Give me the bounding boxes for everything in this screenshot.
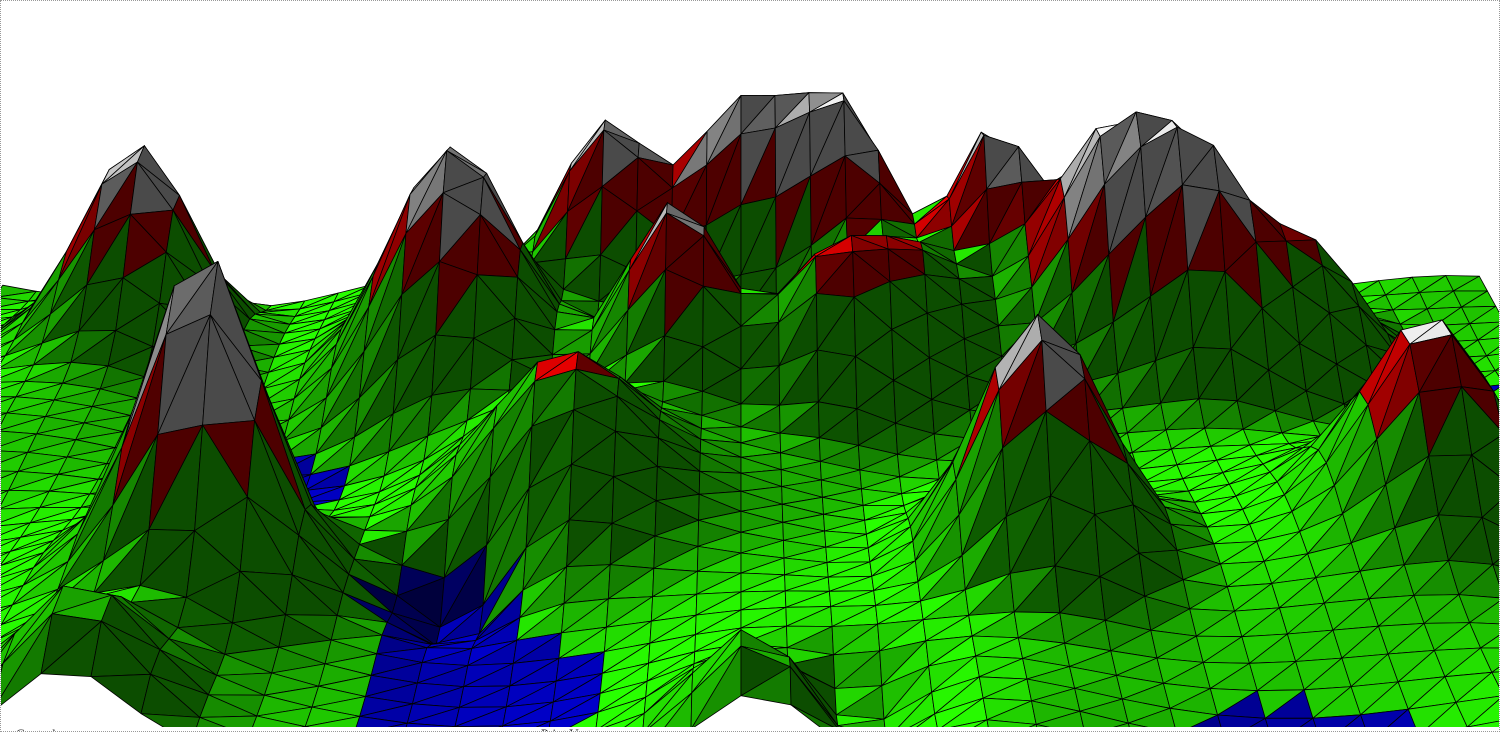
terrain-facet — [1190, 714, 1222, 727]
terrain-facet — [1480, 635, 1499, 649]
terrain-facet — [837, 725, 844, 727]
terrain-facet — [1486, 346, 1499, 357]
terrain-facet — [1113, 722, 1130, 727]
terrain-facet — [1, 316, 13, 322]
terrain-facet — [1299, 717, 1317, 727]
terrain-facet — [454, 725, 504, 727]
terrain-facet — [1481, 517, 1499, 565]
terrain-facet — [1466, 720, 1499, 727]
terrain-facet — [252, 715, 306, 727]
terrain-facet — [140, 713, 201, 727]
terrain-facet — [1279, 223, 1317, 242]
terrain-facet — [790, 704, 834, 727]
terrain-facet — [1079, 710, 1129, 727]
terrain-facet — [1249, 199, 1287, 243]
terrain-facet — [909, 713, 936, 727]
terrain-facet — [1492, 564, 1499, 585]
terrain-facet — [1217, 714, 1266, 727]
terrain-facet — [1127, 722, 1149, 727]
terrain-facet — [405, 722, 456, 727]
terrain-facet — [1491, 666, 1499, 673]
terrain-facet — [1486, 353, 1499, 372]
terrain-facet — [986, 719, 1037, 727]
terrain-facet — [1344, 714, 1366, 727]
terrain-facet — [1477, 337, 1499, 357]
terrain-facet — [90, 673, 152, 714]
terrain-facet — [535, 720, 551, 727]
terrain-facet — [843, 100, 879, 157]
terrain-facet — [1028, 724, 1038, 727]
terrain-facet — [1264, 717, 1314, 727]
terrain-facet — [498, 725, 504, 727]
terrain-facet — [604, 713, 645, 727]
terrain-facet — [1493, 390, 1499, 416]
print-vertex-label: Print Vertex — [541, 727, 603, 732]
terrain-facet — [1480, 647, 1499, 673]
terrain-facet — [387, 722, 408, 727]
terrain-facet — [196, 717, 226, 727]
terrain-facet — [502, 720, 551, 727]
terrain-facet — [355, 716, 408, 727]
terrain-facet — [1035, 724, 1050, 727]
terrain-facet — [1491, 671, 1499, 688]
terrain-facet — [1481, 501, 1499, 527]
terrain-facet — [1494, 369, 1499, 378]
controls-label: Controls — [16, 727, 61, 732]
terrain-facet — [1249, 717, 1269, 727]
terrain-facet — [837, 718, 886, 727]
terrain-facet — [973, 719, 989, 727]
terrain-facet — [950, 719, 988, 727]
